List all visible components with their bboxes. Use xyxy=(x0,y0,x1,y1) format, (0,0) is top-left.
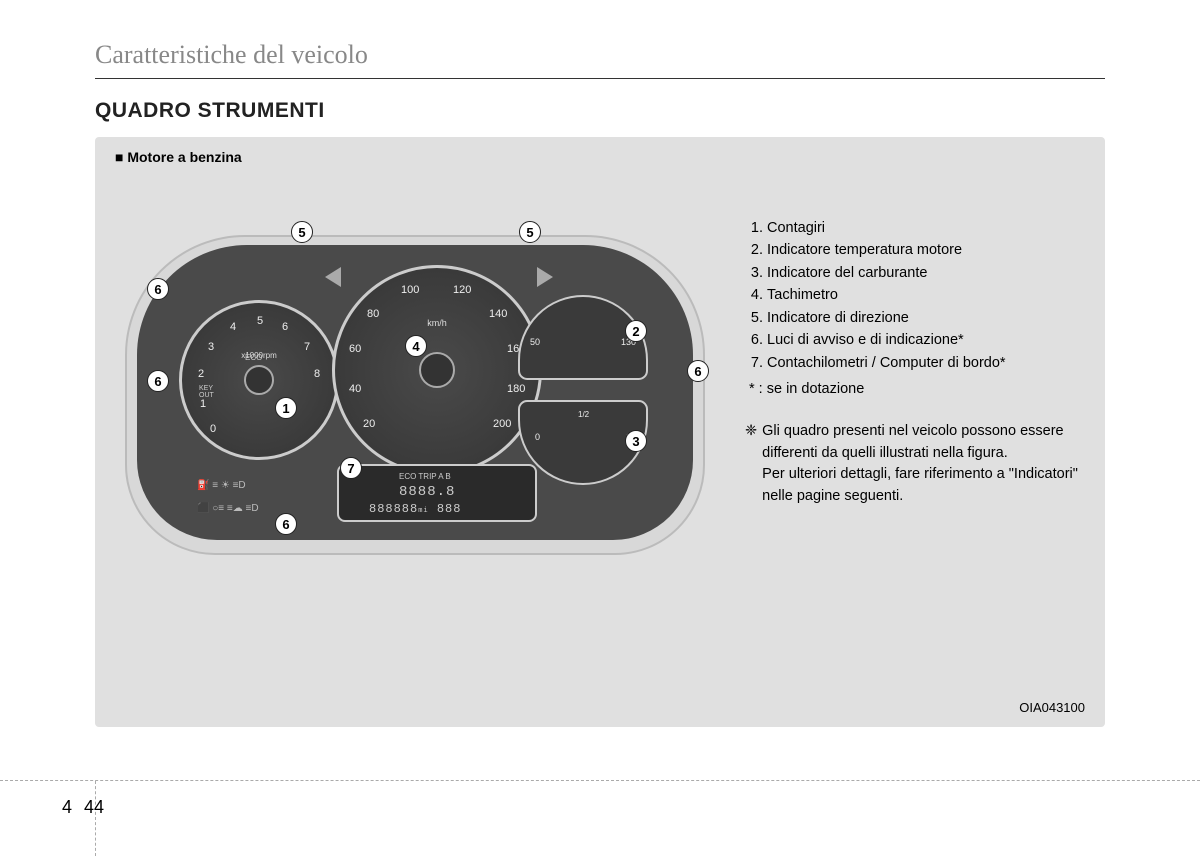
trip-computer-lcd: ECO TRIP A B 8888.8 888888mi 888 xyxy=(337,464,537,522)
warning-icons-row: ⬛ ○≡ ≡☁ ≡D xyxy=(197,503,259,514)
legend-item: Luci di avviso e di indicazione* xyxy=(767,329,1085,351)
footer: 4 44 xyxy=(0,780,1200,855)
legend-item: Contachilometri / Computer di bordo* xyxy=(767,352,1085,374)
callout-5: 5 xyxy=(519,221,541,243)
speedometer-gauge: 20 40 60 80 100 120 140 160 180 200 xyxy=(332,265,542,475)
content-box: ■ Motore a benzina 0 1 2 3 4 5 6 7 8 xyxy=(95,137,1105,727)
callout-6: 6 xyxy=(687,360,709,382)
page-number: 4 44 xyxy=(62,797,104,818)
callout-6: 6 xyxy=(147,370,169,392)
section-title: QUADRO STRUMENTI xyxy=(95,99,1105,123)
legend-item: Indicatore temperatura motore xyxy=(767,239,1085,261)
callout-2: 2 xyxy=(625,320,647,342)
subtitle: ■ Motore a benzina xyxy=(115,149,1085,165)
legend-item: Indicatore del carburante xyxy=(767,262,1085,284)
legend-item: Tachimetro xyxy=(767,284,1085,306)
warning-icons-row: ⛽ ≡ ☀ ≡D xyxy=(197,480,246,491)
disclaimer: ❈ Gli quadro presenti nel veicolo posson… xyxy=(745,421,1085,508)
legend-item: Contagiri xyxy=(767,217,1085,239)
disclaimer-text: Gli quadro presenti nel veicolo possono … xyxy=(762,421,1085,508)
legend: Contagiri Indicatore temperatura motore … xyxy=(745,215,1085,575)
callout-7: 7 xyxy=(340,457,362,479)
turn-signal-left-icon xyxy=(325,267,341,287)
callout-4: 4 xyxy=(405,335,427,357)
key-out-label: KEYOUT xyxy=(199,385,214,399)
callout-3: 3 xyxy=(625,430,647,452)
callout-1: 1 xyxy=(275,397,297,419)
image-code: OIA043100 xyxy=(1019,700,1085,715)
legend-item: Indicatore di direzione xyxy=(767,307,1085,329)
tachometer-gauge: 0 1 2 3 4 5 6 7 8 xyxy=(179,300,339,460)
callout-6: 6 xyxy=(147,278,169,300)
callout-6: 6 xyxy=(275,513,297,535)
turn-signal-right-icon xyxy=(537,267,553,287)
eco-label: ECO xyxy=(245,353,262,362)
instrument-cluster-diagram: 0 1 2 3 4 5 6 7 8 20 40 60 xyxy=(115,215,715,575)
disclaimer-symbol-icon: ❈ xyxy=(745,421,757,508)
legend-footnote: * : se in dotazione xyxy=(749,378,1085,400)
callout-5: 5 xyxy=(291,221,313,243)
chapter-title: Caratteristiche del veicolo xyxy=(95,40,1105,79)
